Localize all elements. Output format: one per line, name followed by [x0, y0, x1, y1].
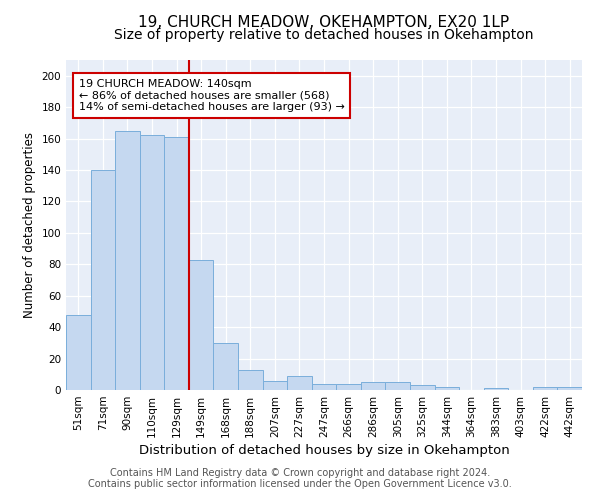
Bar	[189, 260, 214, 390]
Bar	[434, 387, 459, 390]
Bar	[533, 387, 557, 390]
Text: 19 CHURCH MEADOW: 140sqm
← 86% of detached houses are smaller (568)
14% of semi-: 19 CHURCH MEADOW: 140sqm ← 86% of detach…	[79, 79, 344, 112]
Bar	[336, 384, 361, 390]
Bar	[410, 386, 434, 390]
Text: 19, CHURCH MEADOW, OKEHAMPTON, EX20 1LP: 19, CHURCH MEADOW, OKEHAMPTON, EX20 1LP	[139, 15, 509, 30]
Bar	[66, 314, 91, 390]
Bar	[238, 370, 263, 390]
Y-axis label: Number of detached properties: Number of detached properties	[23, 132, 36, 318]
X-axis label: Distribution of detached houses by size in Okehampton: Distribution of detached houses by size …	[139, 444, 509, 457]
Bar	[91, 170, 115, 390]
Bar	[361, 382, 385, 390]
Bar	[115, 130, 140, 390]
Text: Contains HM Land Registry data © Crown copyright and database right 2024.: Contains HM Land Registry data © Crown c…	[110, 468, 490, 477]
Bar	[385, 382, 410, 390]
Bar	[214, 343, 238, 390]
Text: Size of property relative to detached houses in Okehampton: Size of property relative to detached ho…	[114, 28, 534, 42]
Bar	[164, 137, 189, 390]
Bar	[263, 380, 287, 390]
Bar	[484, 388, 508, 390]
Bar	[140, 136, 164, 390]
Bar	[312, 384, 336, 390]
Bar	[557, 387, 582, 390]
Bar	[287, 376, 312, 390]
Text: Contains public sector information licensed under the Open Government Licence v3: Contains public sector information licen…	[88, 479, 512, 489]
